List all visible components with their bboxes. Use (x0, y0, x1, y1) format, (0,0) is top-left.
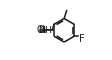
Text: F: F (78, 34, 84, 44)
Text: NH: NH (38, 26, 52, 35)
Text: O: O (37, 25, 44, 35)
